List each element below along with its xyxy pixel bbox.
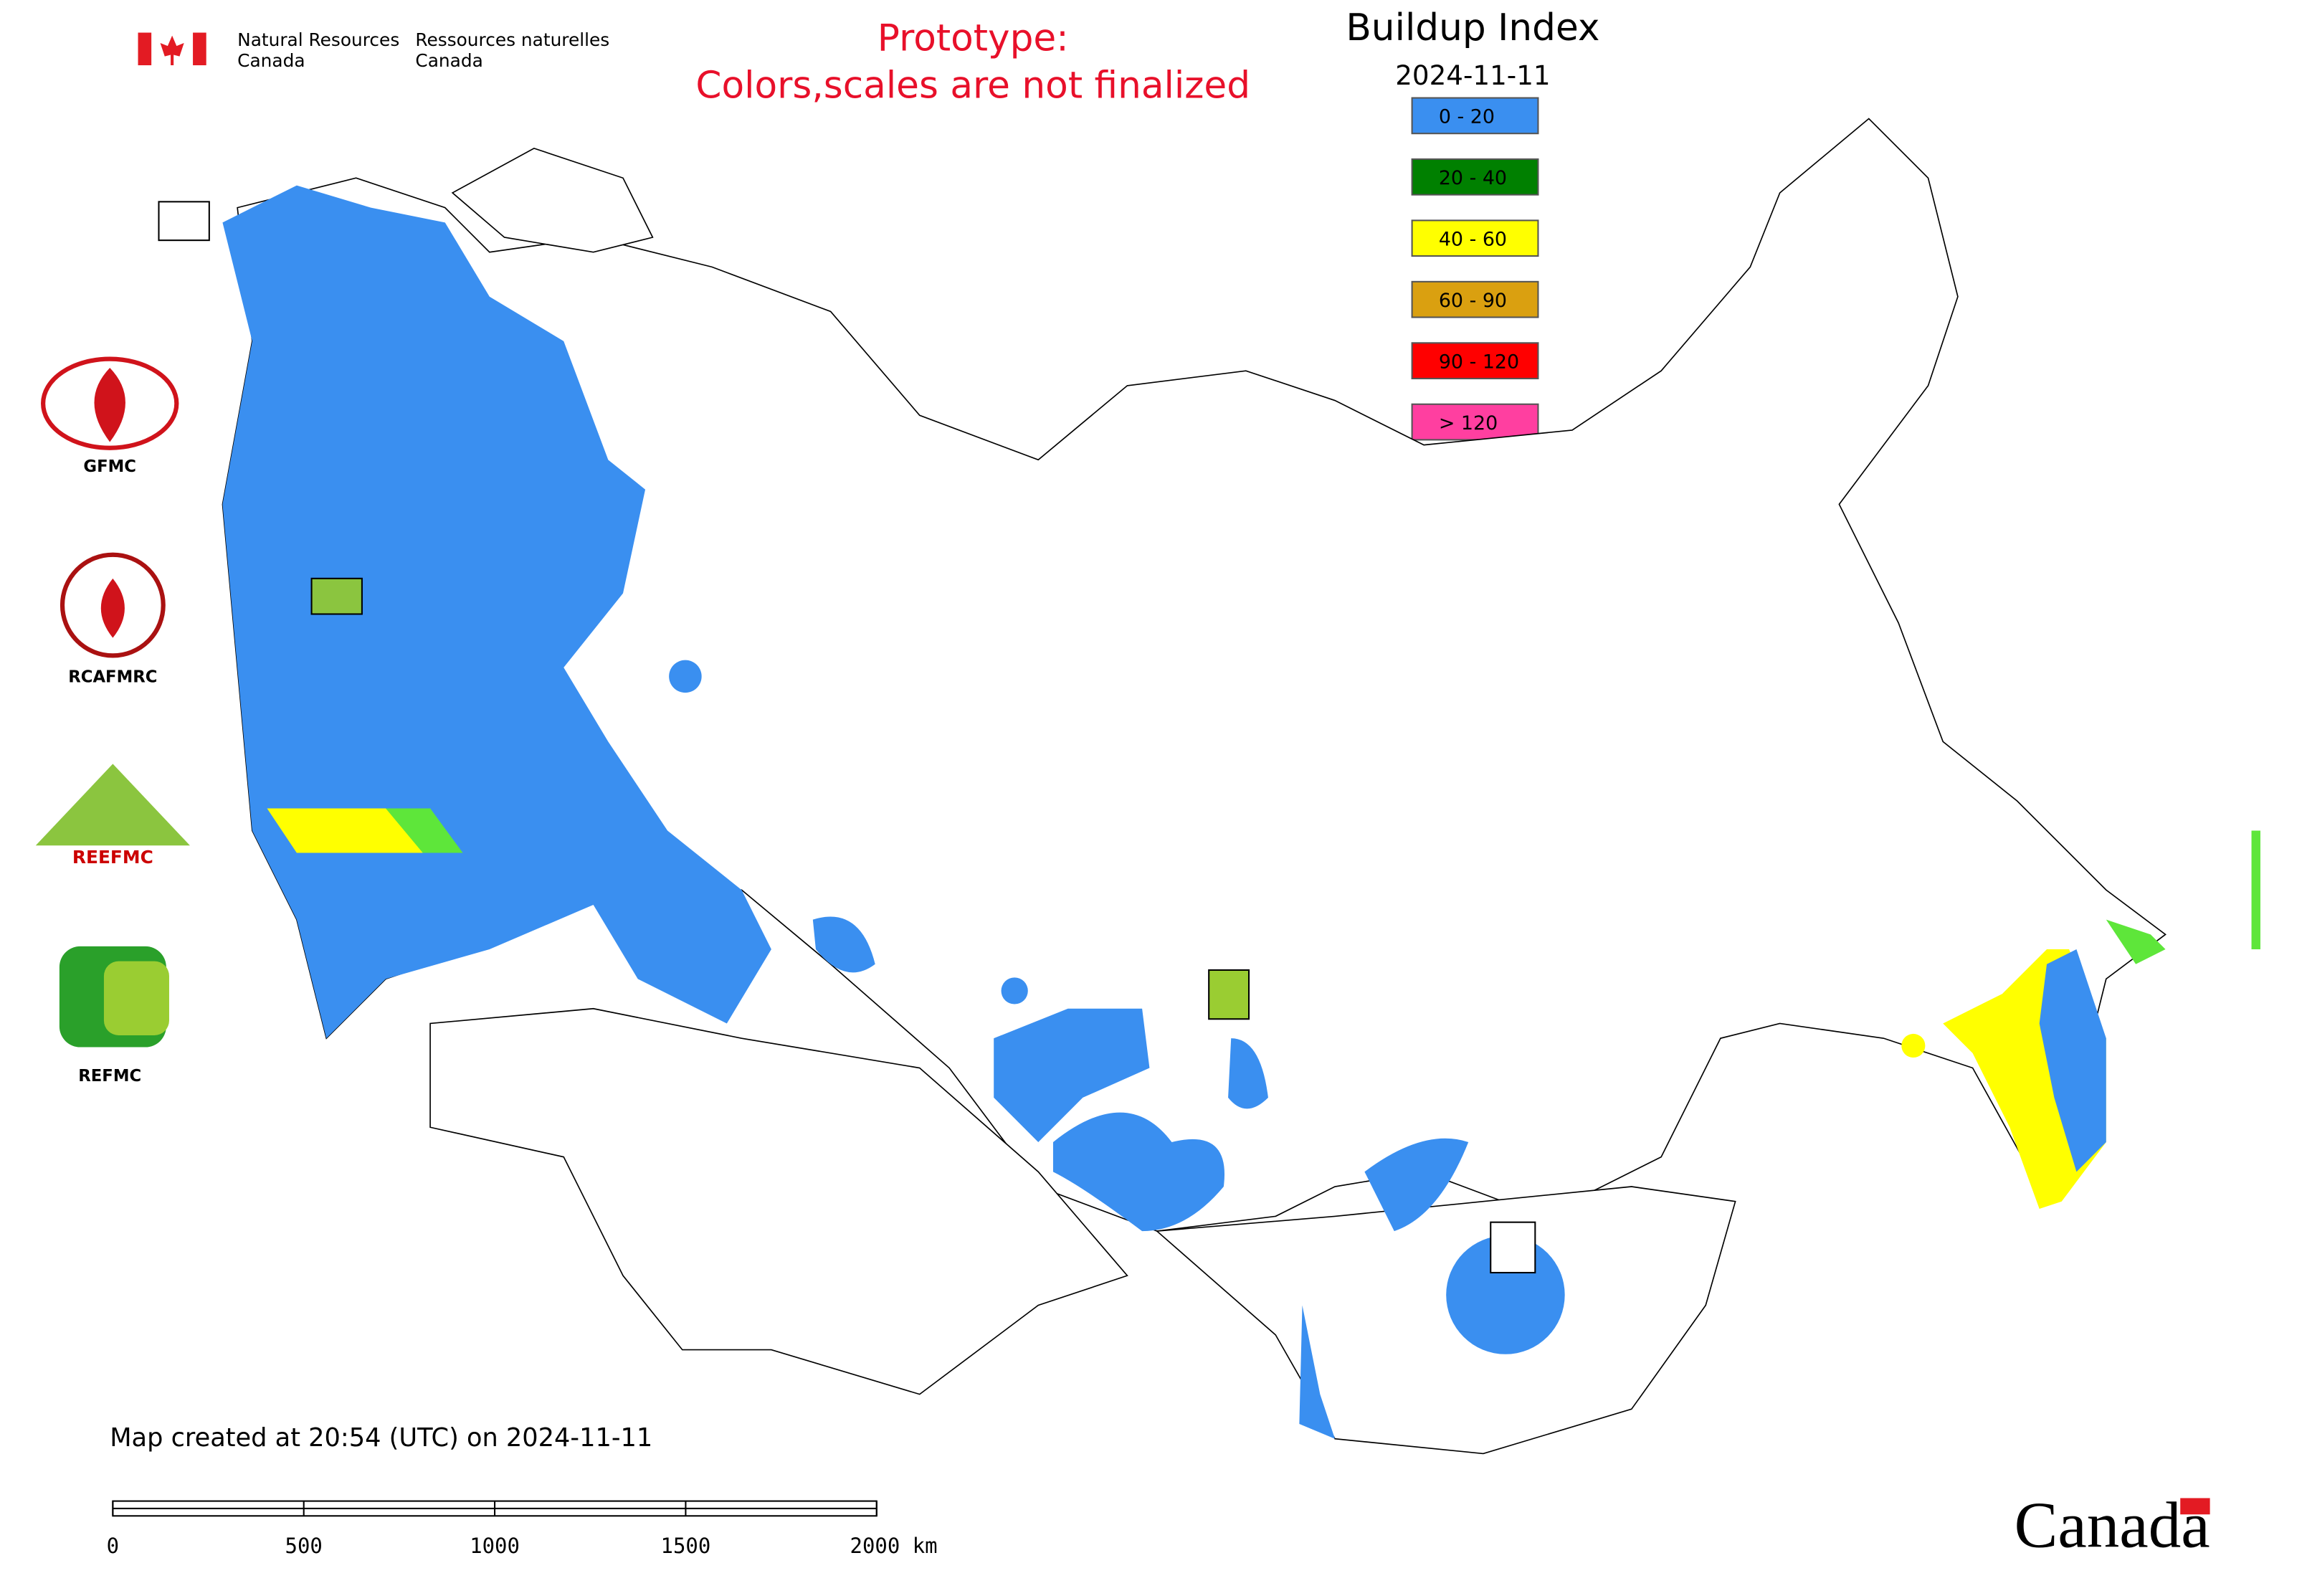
created-note: Map created at 20:54 (UTC) on 2024-11-11	[110, 1423, 652, 1453]
legend-label: 90 - 120	[1439, 351, 1519, 373]
logo-text: REEFMC	[72, 847, 153, 868]
land	[222, 118, 2167, 1455]
scale-label: 1500	[661, 1534, 711, 1558]
legend-title: Buildup Index	[1346, 6, 1599, 49]
gc-signature: Natural Resources Canada Ressources natu…	[138, 29, 609, 71]
legend-label: 60 - 90	[1439, 290, 1507, 312]
legend-swatch	[1411, 158, 1539, 196]
logo-label: REFMC	[78, 1067, 141, 1086]
agency-fr: Canada	[415, 50, 482, 71]
wordmark-flag	[2180, 1498, 2210, 1515]
scale-label: 2000 km	[850, 1534, 938, 1558]
legend-label: > 120	[1439, 412, 1498, 434]
agency-en: Canada	[237, 50, 305, 71]
logo-label: GFMC	[83, 457, 136, 476]
logo-label: RCAFMRC	[68, 668, 157, 687]
logos: GFMC RCAFMRC REEFMC REFMC	[35, 201, 1536, 1274]
notice: Prototype:	[877, 16, 1069, 60]
scale-label: 1000	[470, 1534, 520, 1558]
agency-en: Natural Resources	[237, 29, 399, 50]
legend-swatch	[1411, 342, 1539, 379]
legend-swatch	[1411, 280, 1539, 318]
notice: Colors,scales are not finalized	[695, 65, 1250, 108]
scale-bar: 0 500 1000 1500 2000 km	[107, 1500, 938, 1558]
legend-label: 0 - 20	[1439, 106, 1495, 128]
scale-label: 0	[107, 1534, 119, 1558]
legend-swatch	[1411, 219, 1539, 257]
legend-label: 20 - 40	[1439, 167, 1507, 189]
scale-label: 500	[285, 1534, 323, 1558]
legend-label: 40 - 60	[1439, 229, 1507, 251]
legend-swatch	[1411, 97, 1539, 135]
canada-wordmark: Canada	[2015, 1489, 2210, 1562]
agency-fr: Ressources naturelles	[415, 29, 609, 50]
legend-date: 2024-11-11	[1395, 60, 1550, 91]
